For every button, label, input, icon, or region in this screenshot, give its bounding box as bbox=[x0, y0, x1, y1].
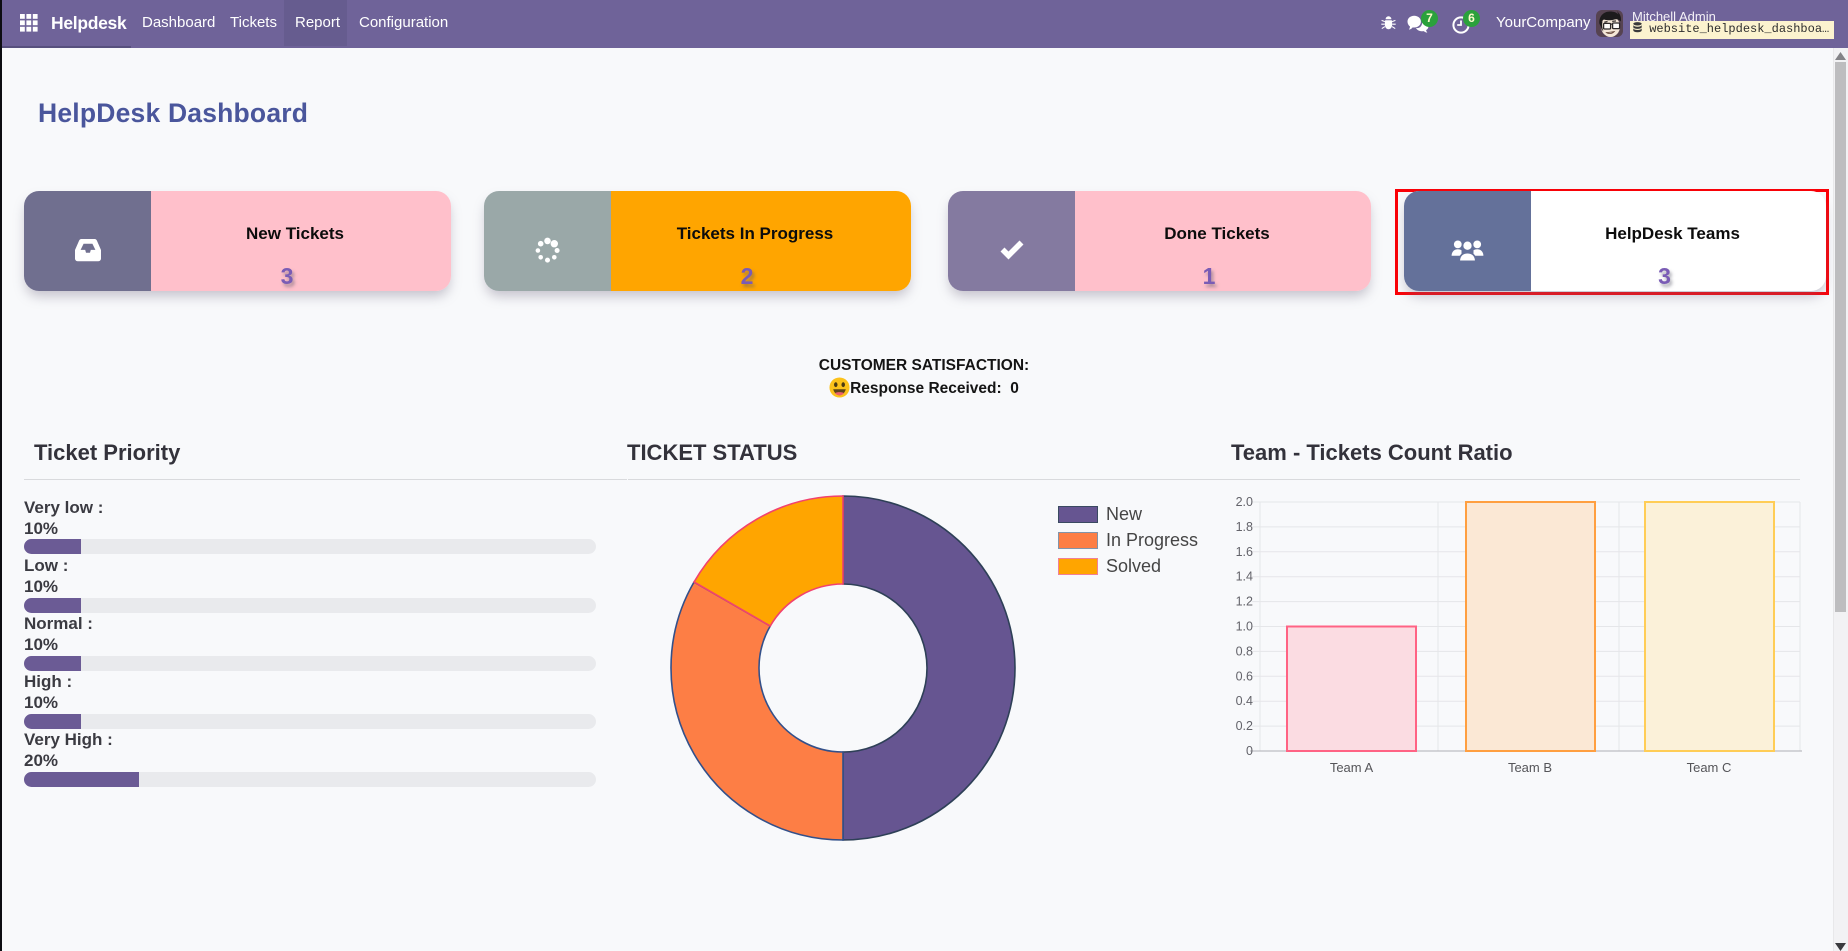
svg-text:1.8: 1.8 bbox=[1236, 520, 1253, 534]
svg-text:1.2: 1.2 bbox=[1236, 595, 1253, 609]
svg-text:Team A: Team A bbox=[1330, 760, 1374, 775]
svg-text:0.4: 0.4 bbox=[1236, 694, 1253, 708]
svg-text:1.4: 1.4 bbox=[1236, 570, 1253, 584]
svg-text:2.0: 2.0 bbox=[1236, 495, 1253, 509]
svg-text:0: 0 bbox=[1246, 744, 1253, 758]
svg-text:1.6: 1.6 bbox=[1236, 545, 1253, 559]
svg-text:0.2: 0.2 bbox=[1236, 719, 1253, 733]
svg-text:Team B: Team B bbox=[1508, 760, 1552, 775]
svg-text:0.8: 0.8 bbox=[1236, 644, 1253, 658]
svg-text:Team C: Team C bbox=[1687, 760, 1732, 775]
svg-text:1.0: 1.0 bbox=[1236, 620, 1253, 634]
svg-text:0.6: 0.6 bbox=[1236, 669, 1253, 683]
